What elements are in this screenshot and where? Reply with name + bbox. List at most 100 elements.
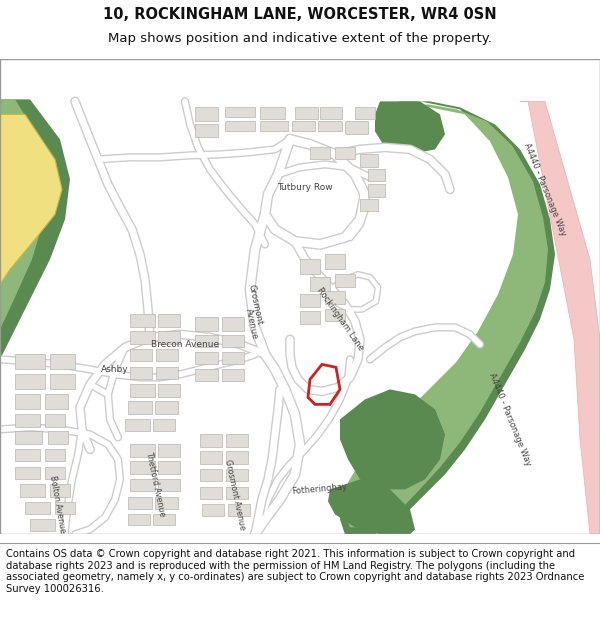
Polygon shape [225, 107, 255, 118]
Polygon shape [156, 349, 178, 361]
Polygon shape [158, 314, 180, 328]
Text: Grosmont: Grosmont [247, 283, 263, 326]
Polygon shape [368, 184, 385, 198]
Text: Bolton Avenue: Bolton Avenue [49, 475, 67, 534]
Polygon shape [195, 107, 218, 121]
Polygon shape [195, 352, 218, 364]
Polygon shape [260, 107, 285, 119]
Text: Fotheringhay: Fotheringhay [292, 482, 348, 496]
Polygon shape [153, 514, 175, 526]
Polygon shape [156, 368, 178, 379]
Text: A4440 - Parsonage Way: A4440 - Parsonage Way [487, 371, 533, 468]
Polygon shape [325, 309, 345, 321]
Polygon shape [325, 254, 345, 269]
Text: Brecon Avenue: Brecon Avenue [151, 340, 219, 349]
Polygon shape [30, 519, 55, 531]
Polygon shape [225, 121, 255, 131]
Polygon shape [226, 488, 248, 499]
Polygon shape [295, 107, 318, 119]
Polygon shape [130, 349, 152, 361]
Polygon shape [15, 354, 45, 369]
Text: Map shows position and indicative extent of the property.: Map shows position and indicative extent… [108, 32, 492, 45]
Text: Avenue: Avenue [244, 308, 260, 341]
Polygon shape [300, 259, 320, 274]
Polygon shape [158, 461, 180, 474]
Polygon shape [158, 444, 180, 458]
Polygon shape [15, 414, 40, 428]
Polygon shape [195, 318, 218, 331]
Polygon shape [368, 169, 385, 181]
Polygon shape [200, 469, 222, 481]
Polygon shape [310, 148, 330, 159]
Polygon shape [222, 318, 244, 331]
Text: Grosmont Avenue: Grosmont Avenue [223, 458, 247, 531]
Polygon shape [0, 99, 70, 359]
Polygon shape [50, 354, 75, 369]
Polygon shape [345, 121, 368, 134]
Polygon shape [292, 121, 315, 131]
Polygon shape [15, 374, 45, 389]
Polygon shape [55, 503, 75, 514]
Polygon shape [125, 419, 150, 431]
Polygon shape [0, 114, 62, 284]
Polygon shape [340, 101, 555, 534]
Polygon shape [360, 199, 378, 211]
Polygon shape [45, 414, 65, 428]
Polygon shape [130, 331, 155, 344]
Polygon shape [15, 431, 42, 444]
Polygon shape [15, 394, 40, 409]
Polygon shape [200, 434, 222, 447]
Polygon shape [48, 431, 68, 444]
Text: A4440 - Parsonage Way: A4440 - Parsonage Way [522, 141, 568, 238]
Text: Tutbury Row: Tutbury Row [277, 183, 333, 192]
Polygon shape [320, 107, 342, 119]
Polygon shape [45, 468, 65, 479]
Polygon shape [130, 314, 155, 328]
Polygon shape [300, 311, 320, 324]
Polygon shape [200, 451, 222, 464]
Polygon shape [20, 484, 45, 498]
Polygon shape [195, 124, 218, 138]
Polygon shape [158, 479, 180, 491]
Polygon shape [130, 461, 155, 474]
Polygon shape [155, 498, 178, 509]
Text: Ashby: Ashby [101, 365, 129, 374]
Polygon shape [130, 444, 155, 458]
Polygon shape [195, 336, 218, 348]
Polygon shape [310, 278, 330, 291]
Polygon shape [355, 107, 375, 119]
Polygon shape [158, 331, 180, 344]
Polygon shape [222, 336, 244, 348]
Polygon shape [226, 469, 248, 481]
Polygon shape [45, 449, 65, 461]
Polygon shape [520, 101, 600, 534]
Polygon shape [15, 468, 40, 479]
Polygon shape [45, 394, 68, 409]
Text: Rockingham Lane: Rockingham Lane [315, 286, 365, 352]
Polygon shape [195, 369, 218, 381]
Polygon shape [202, 504, 224, 516]
Polygon shape [335, 148, 355, 159]
Polygon shape [50, 484, 70, 498]
Polygon shape [128, 498, 152, 509]
Text: 10, ROCKINGHAM LANE, WORCESTER, WR4 0SN: 10, ROCKINGHAM LANE, WORCESTER, WR4 0SN [103, 7, 497, 22]
Polygon shape [318, 121, 342, 131]
Polygon shape [228, 504, 250, 516]
Polygon shape [128, 401, 152, 414]
Polygon shape [226, 451, 248, 464]
Polygon shape [155, 401, 178, 414]
Polygon shape [375, 101, 445, 154]
Text: Contains OS data © Crown copyright and database right 2021. This information is : Contains OS data © Crown copyright and d… [6, 549, 584, 594]
Text: Thetford Avenue: Thetford Avenue [143, 451, 166, 518]
Polygon shape [360, 154, 378, 168]
Polygon shape [25, 503, 50, 514]
Polygon shape [130, 384, 155, 398]
Polygon shape [153, 419, 175, 431]
Polygon shape [130, 368, 152, 379]
Polygon shape [222, 352, 244, 364]
Polygon shape [50, 374, 75, 389]
Polygon shape [226, 434, 248, 447]
Polygon shape [222, 369, 244, 381]
Polygon shape [335, 274, 355, 288]
Polygon shape [158, 384, 180, 398]
